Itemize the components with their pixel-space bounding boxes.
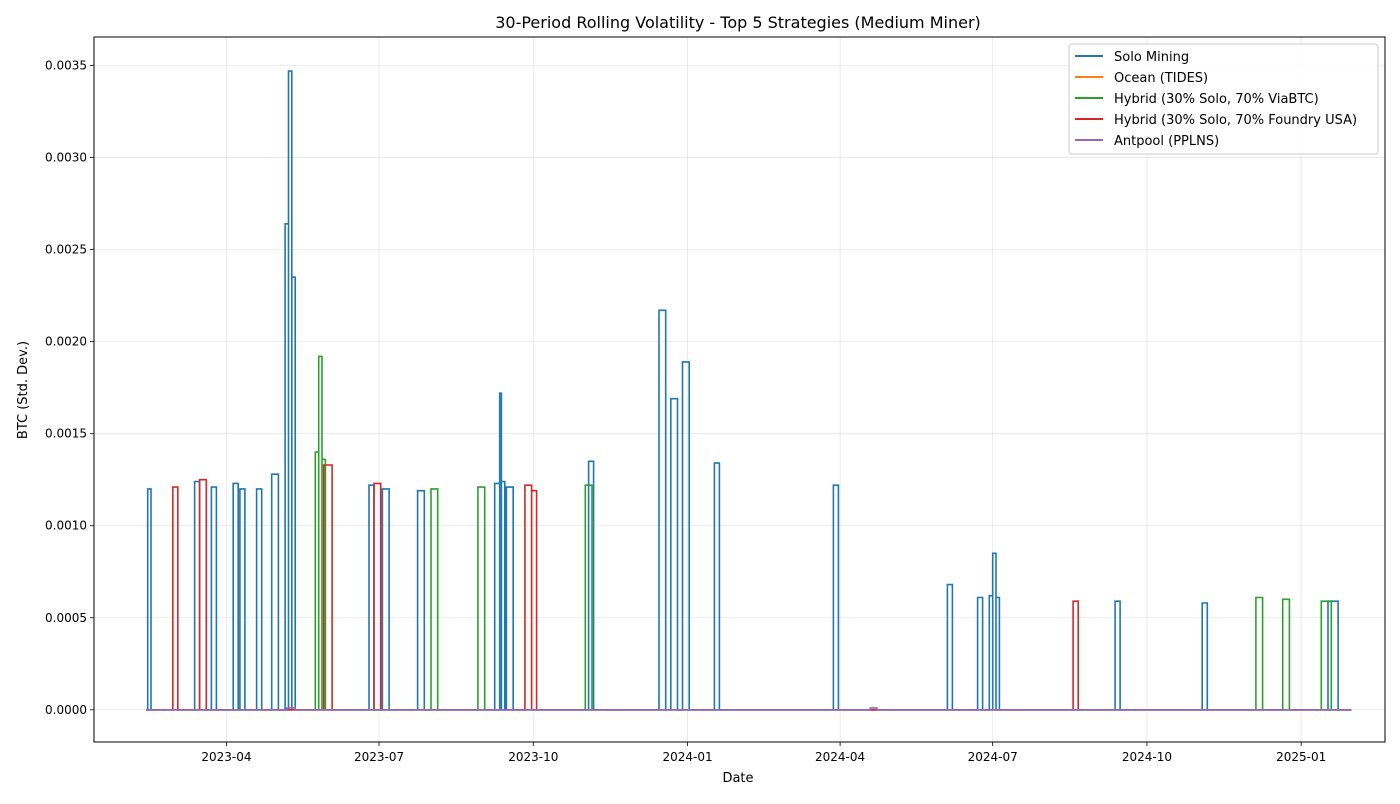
y-tick-label: 0.0000 xyxy=(45,703,87,717)
legend-label: Antpool (PPLNS) xyxy=(1114,134,1219,149)
series-line-solo-mining xyxy=(146,70,1352,711)
x-tick-label: 2023-07 xyxy=(354,750,404,764)
plot-frame xyxy=(93,36,1386,743)
series-lines xyxy=(146,70,1352,711)
series-line-antpool-pplns xyxy=(146,707,1352,711)
x-tick-label: 2023-04 xyxy=(201,750,251,764)
series-line-hybrid-30-solo-70-viabtc xyxy=(146,355,1352,711)
y-tick-label: 0.0005 xyxy=(45,611,87,625)
x-tick-label: 2025-01 xyxy=(1276,750,1326,764)
x-axis-label: Date xyxy=(722,771,753,786)
chart-title: 30-Period Rolling Volatility - Top 5 Str… xyxy=(495,13,981,32)
grid xyxy=(94,37,1385,742)
legend-label: Hybrid (30% Solo, 70% ViaBTC) xyxy=(1114,92,1319,107)
y-tick-label: 0.0010 xyxy=(45,519,87,533)
legend-label: Ocean (TIDES) xyxy=(1114,71,1208,86)
y-tick-label: 0.0030 xyxy=(45,151,87,165)
legend: Solo Mining Ocean (TIDES) Hybrid (30% Solo… xyxy=(1068,43,1379,155)
y-axis-label: BTC (Std. Dev.) xyxy=(16,341,31,439)
legend-label: Solo Mining xyxy=(1114,50,1189,65)
x-tick-label: 2024-10 xyxy=(1122,750,1172,764)
x-axis: 2023-04 2023-07 2023-10 2024-01 2024-04 2024-… xyxy=(201,742,1326,764)
legend-label: Hybrid (30% Solo, 70% Foundry USA) xyxy=(1114,113,1357,128)
x-tick-label: 2024-04 xyxy=(815,750,865,764)
y-tick-label: 0.0015 xyxy=(45,427,87,441)
legend-box xyxy=(1068,43,1379,155)
y-tick-label: 0.0020 xyxy=(45,335,87,349)
x-tick-label: 2023-10 xyxy=(508,750,558,764)
y-tick-label: 0.0035 xyxy=(45,59,87,73)
y-tick-label: 0.0025 xyxy=(45,243,87,257)
x-tick-label: 2024-07 xyxy=(968,750,1018,764)
y-axis: 0.0000 0.0005 0.0010 0.0015 0.0020 0.0025 0.00… xyxy=(45,59,94,717)
x-tick-label: 2024-01 xyxy=(662,750,712,764)
